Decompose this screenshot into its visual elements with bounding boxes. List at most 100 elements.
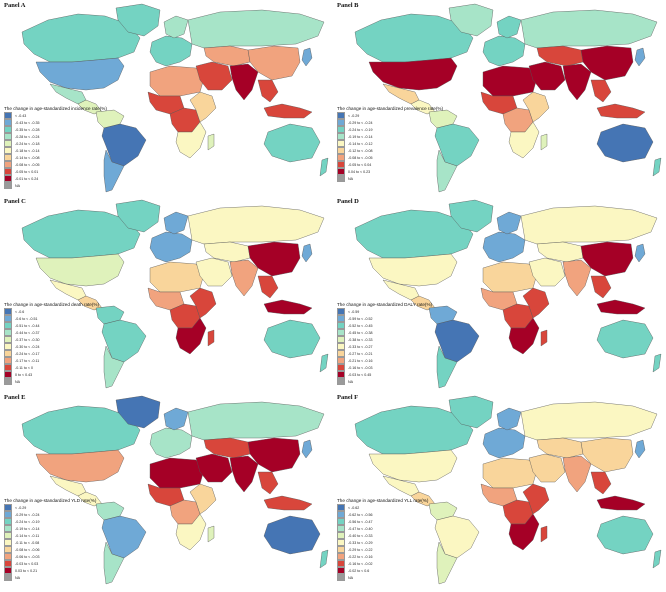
legend-item: NA: [4, 182, 107, 189]
legend-swatch: [337, 371, 345, 378]
legend-swatch: [337, 161, 345, 168]
region-argentina: [436, 149, 458, 193]
legend-label: NA: [15, 379, 20, 384]
legend-swatch: [337, 539, 345, 546]
legend-label: -0.24 to < -0.17: [15, 351, 40, 356]
region-usa: [368, 253, 458, 287]
legend-item: -0.43 to < -0.35: [4, 119, 107, 126]
legend-title: The change in age-standardized YLL rate(…: [337, 498, 429, 503]
legend-swatch: [337, 126, 345, 133]
region-indonesia: [263, 299, 313, 315]
region-e_africa: [189, 287, 217, 319]
region-indonesia: [263, 495, 313, 511]
legend-swatch: [337, 378, 345, 385]
region-s_africa: [508, 317, 540, 355]
legend-label: -0.22 to < -0.16: [348, 554, 373, 559]
legend-title: The change in age-standardized YLD rate(…: [4, 498, 97, 503]
legend-item: -0.08 to < -0.06: [4, 546, 96, 553]
legend-rows: < -0.6 -0.6 to < -0.51 -0.51 to < -0.44 -0.…: [4, 308, 99, 385]
panel-title: Panel B: [337, 2, 359, 9]
legend-item: -0.33 to < -0.27: [337, 343, 432, 350]
region-europe: [149, 427, 193, 459]
legend-label: -0.27 to < -0.21: [348, 351, 373, 356]
legend-item: 0 to < 0.43: [4, 371, 99, 378]
legend-swatch: [4, 553, 12, 560]
legend-item: -0.03 to < 0.45: [337, 371, 432, 378]
region-argentina: [103, 541, 125, 585]
region-na_north: [354, 405, 474, 455]
legend-swatch: [4, 322, 12, 329]
legend-label: -0.03 to < 0.45: [348, 372, 372, 377]
region-south_asia: [229, 63, 259, 101]
legend-label: -0.56 to < -0.47: [348, 519, 373, 524]
legend-label: -0.05 to < 0.04: [348, 162, 372, 167]
legend-label: 0.04 to < 0.23: [348, 169, 371, 174]
legend-swatch: [4, 175, 12, 182]
legend: The change in age-standardized prevalenc…: [337, 106, 443, 182]
legend-swatch: [337, 112, 345, 119]
legend-label: -0.38 to < -0.33: [348, 337, 373, 342]
legend-swatch: [337, 154, 345, 161]
region-europe: [482, 35, 526, 67]
region-brazil: [101, 123, 147, 167]
legend-label: < -0.43: [15, 113, 27, 118]
legend-item: -0.06 to < -0.03: [4, 553, 96, 560]
legend-swatch: [337, 315, 345, 322]
panel-f: Panel F The change in age-standardized Y…: [333, 392, 666, 588]
region-middle_east: [195, 453, 233, 483]
legend-label: -0.21 to < -0.16: [348, 358, 373, 363]
legend-label: NA: [15, 183, 20, 188]
region-na_north: [21, 405, 141, 455]
region-japan: [634, 439, 646, 459]
legend-label: -0.30 to < -0.24: [15, 344, 40, 349]
panel-title: Panel C: [4, 198, 26, 205]
region-scandinavia: [496, 211, 522, 235]
region-indonesia: [596, 103, 646, 119]
panel-title: Panel D: [337, 198, 359, 205]
region-se_asia: [257, 79, 279, 103]
legend-item: -0.12 to < -0.08: [337, 147, 443, 154]
region-japan: [301, 47, 313, 67]
legend-label: < -0.59: [348, 309, 360, 314]
region-australia: [596, 123, 654, 163]
legend-item: -0.38 to < -0.33: [337, 336, 432, 343]
region-scandinavia: [163, 211, 189, 235]
legend-rows: < -0.62 -0.62 to < -0.56 -0.56 to < -0.47 -…: [337, 504, 428, 581]
legend: The change in age-standardized incidence…: [4, 106, 107, 189]
legend-swatch: [4, 343, 12, 350]
region-europe: [482, 231, 526, 263]
legend-swatch: [337, 364, 345, 371]
region-madagascar: [540, 329, 548, 347]
legend-rows: < -0.29 -0.29 to < -0.24 -0.24 to < -0.19 -…: [337, 112, 443, 182]
legend-label: -0.43 to < -0.35: [15, 120, 40, 125]
region-indonesia: [596, 299, 646, 315]
region-brazil: [101, 515, 147, 559]
legend-swatch: [337, 553, 345, 560]
region-s_africa: [175, 121, 207, 159]
legend-item: -0.45 to < -0.38: [337, 329, 432, 336]
legend-swatch: [4, 567, 12, 574]
legend-label: -0.37 to < -0.30: [15, 337, 40, 342]
legend: The change in age-standardized DALY rate…: [337, 302, 432, 385]
legend-swatch: [4, 532, 12, 539]
region-madagascar: [207, 525, 215, 543]
region-middle_east: [528, 257, 566, 287]
legend-label: -0.12 to < -0.08: [348, 148, 373, 153]
legend-label: -0.16 to < -0.02: [348, 561, 373, 566]
legend-label: -0.14 to < -0.11: [15, 533, 40, 538]
legend-item: -0.29 to < -0.24: [337, 119, 443, 126]
region-usa: [368, 57, 458, 91]
legend-item: -0.14 to < -0.11: [4, 532, 96, 539]
panel-title: Panel A: [4, 2, 26, 9]
legend-swatch: [4, 308, 12, 315]
region-argentina: [103, 149, 125, 193]
legend-item: -0.56 to < -0.47: [337, 518, 428, 525]
legend-swatch: [4, 525, 12, 532]
legend-label: -0.16 to < -0.03: [348, 365, 373, 370]
legend-item: -0.44 to < -0.37: [4, 329, 99, 336]
legend-swatch: [337, 574, 345, 581]
legend-swatch: [337, 567, 345, 574]
region-c_asia: [536, 45, 584, 67]
region-australia: [596, 319, 654, 359]
region-se_asia: [257, 275, 279, 299]
